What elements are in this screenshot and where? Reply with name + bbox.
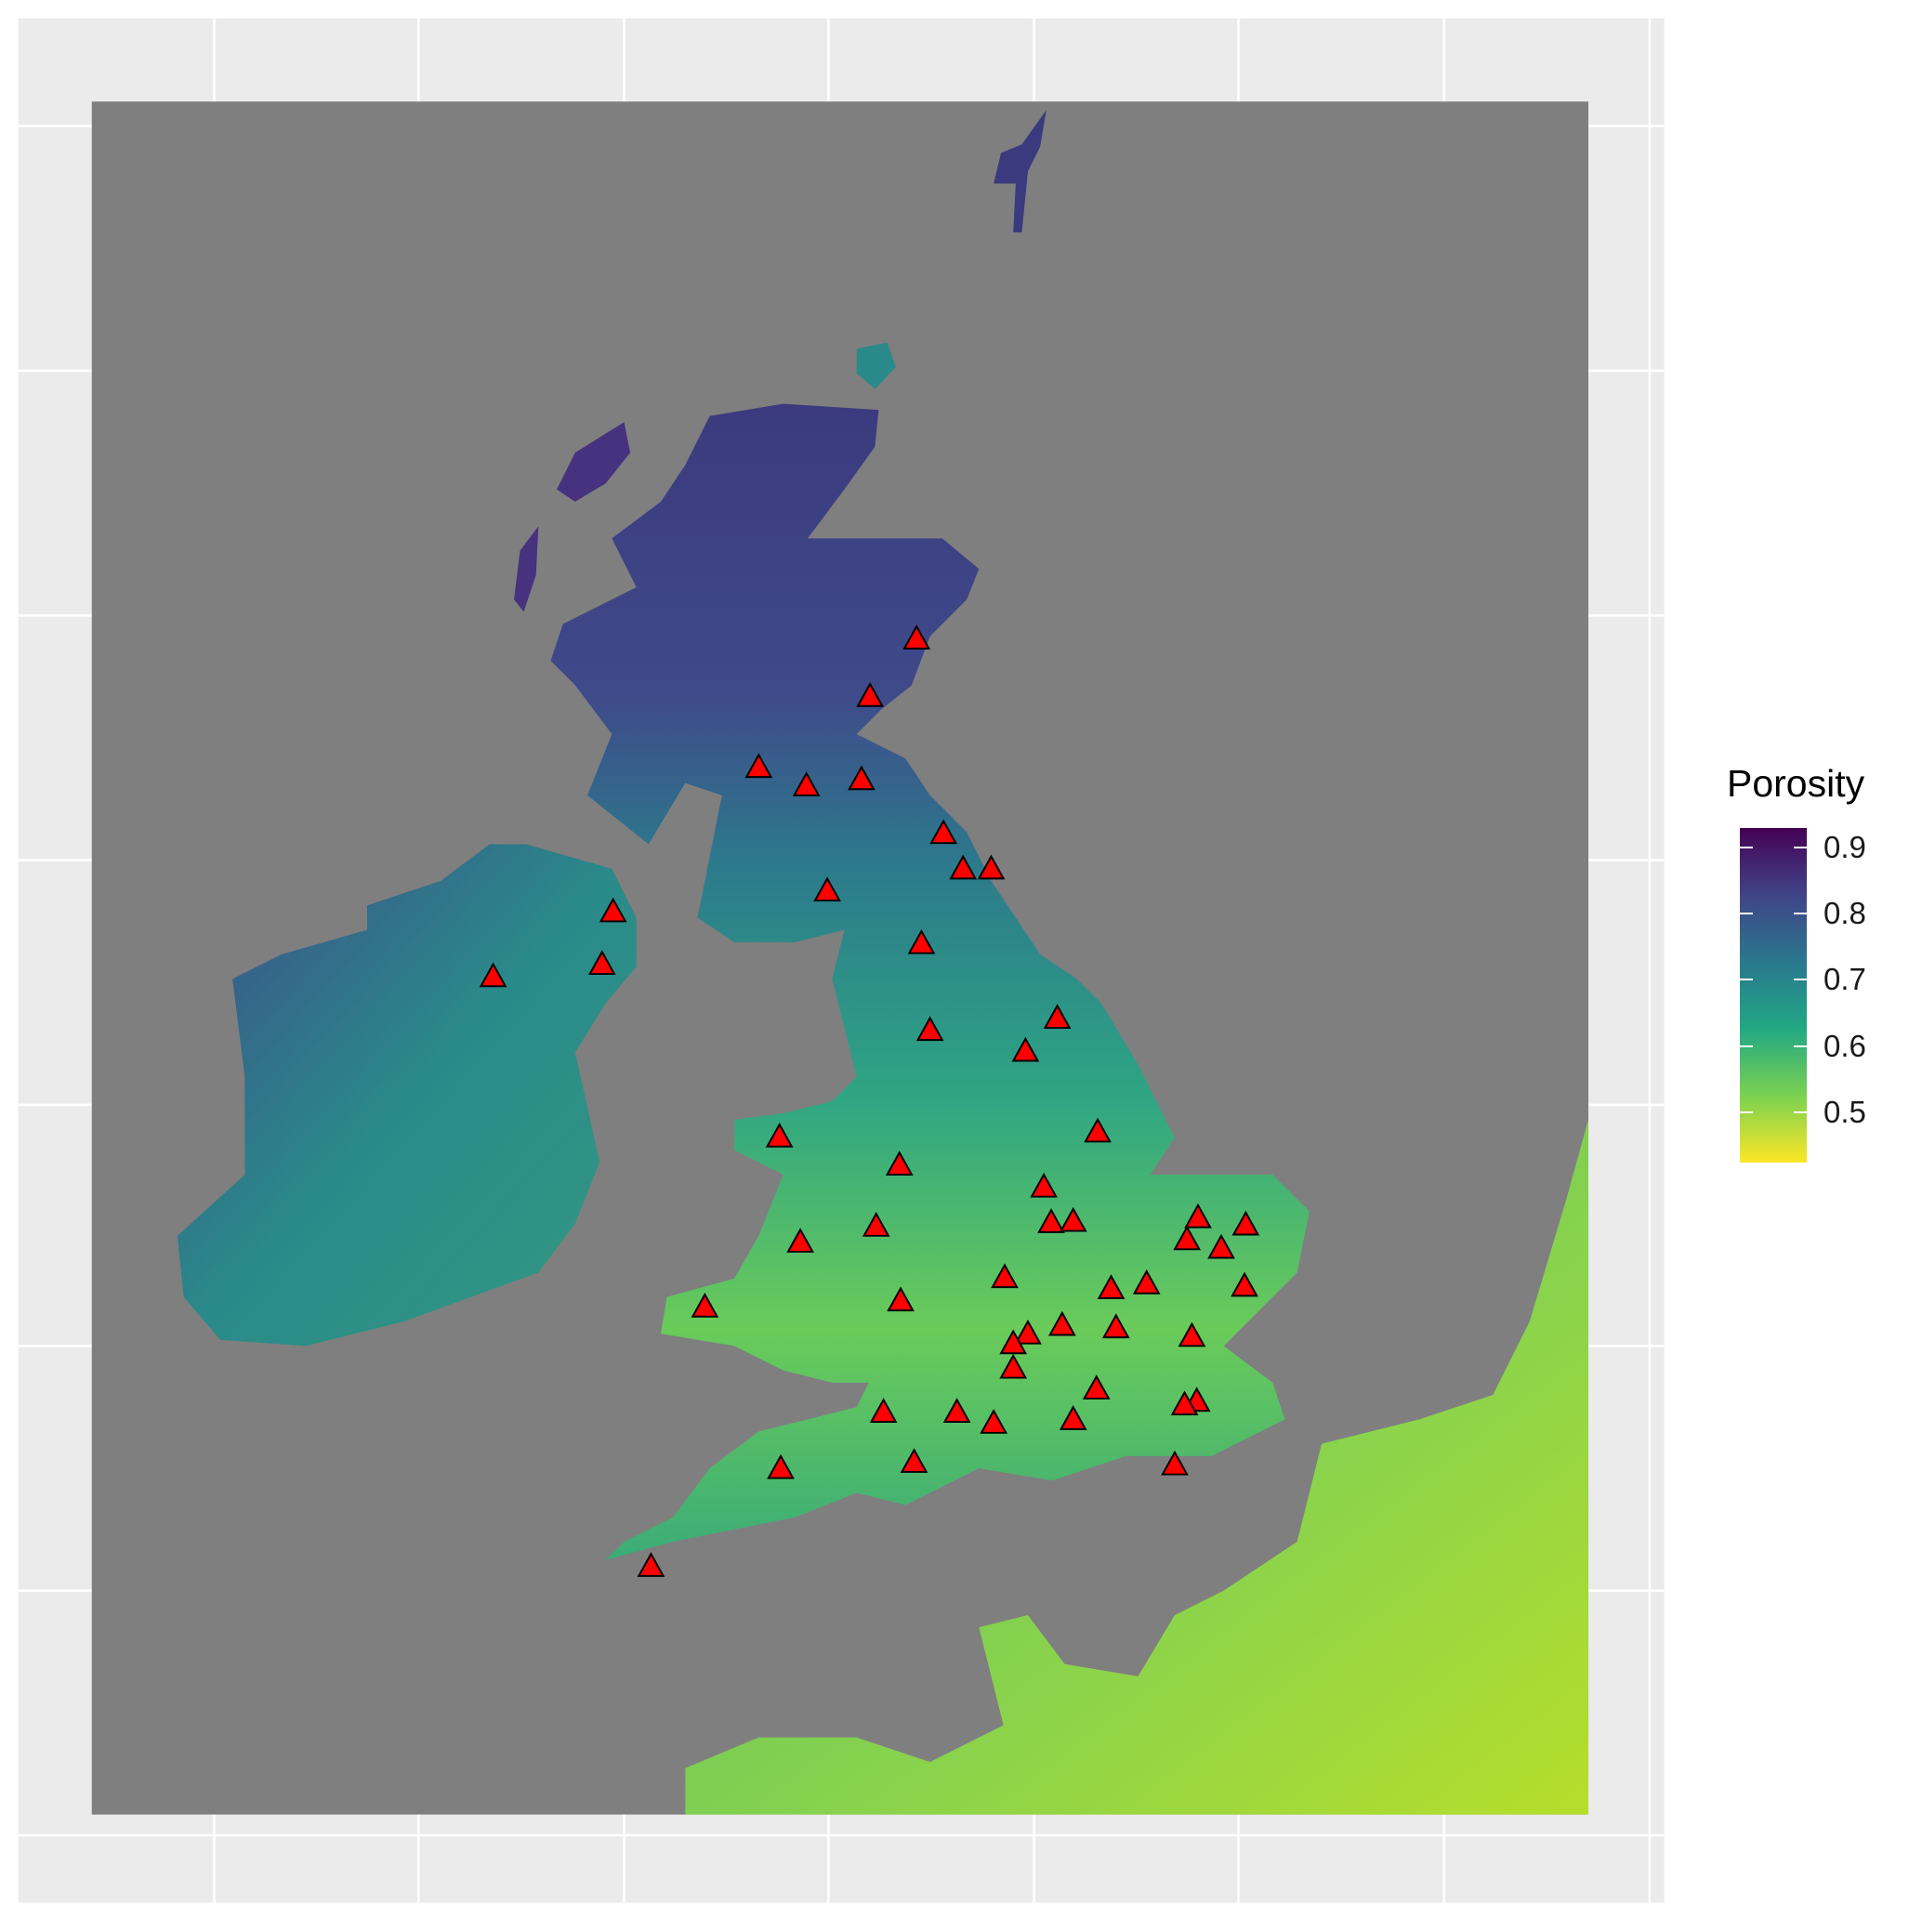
- station-marker-triangle: [907, 928, 936, 954]
- station-marker-triangle: [813, 876, 841, 902]
- legend-tick-mark: [1794, 979, 1807, 981]
- land-great-britain: [550, 403, 1310, 1560]
- station-marker-triangle: [991, 1263, 1019, 1289]
- station-marker-triangle: [1101, 1313, 1130, 1339]
- station-marker-triangle: [856, 681, 884, 707]
- station-marker-triangle: [637, 1552, 665, 1577]
- station-marker-triangle: [999, 1353, 1028, 1379]
- station-markers: [479, 624, 1260, 1577]
- station-marker-triangle: [599, 897, 627, 923]
- station-marker-triangle: [869, 1398, 898, 1423]
- land-europe: [685, 1119, 1589, 1815]
- legend-tick-mark: [1794, 1111, 1807, 1113]
- legend-tick-label: 0.7: [1823, 962, 1866, 997]
- land-ireland: [177, 844, 637, 1347]
- station-marker-triangle: [1082, 1374, 1111, 1400]
- station-marker-triangle: [792, 771, 821, 796]
- station-marker-triangle: [479, 962, 507, 988]
- station-marker-triangle: [786, 1228, 814, 1253]
- station-marker-triangle: [1173, 1225, 1202, 1251]
- station-marker-triangle: [1132, 1268, 1161, 1295]
- station-marker-triangle: [1048, 1310, 1076, 1336]
- legend-tick-label: 0.9: [1823, 829, 1866, 864]
- station-marker-triangle: [1030, 1172, 1058, 1198]
- station-marker-triangle: [887, 1286, 915, 1312]
- station-marker-triangle: [980, 1409, 1007, 1434]
- station-marker-triangle: [949, 854, 978, 880]
- land-shetland: [994, 110, 1047, 233]
- station-marker-triangle: [915, 1016, 944, 1042]
- legend-tick-label: 0.5: [1823, 1094, 1866, 1129]
- legend-tick-mark: [1794, 846, 1807, 848]
- station-marker-triangle: [765, 1122, 794, 1148]
- legend-tick-label: 0.6: [1823, 1028, 1866, 1063]
- station-marker-triangle: [1043, 1004, 1072, 1029]
- station-marker-triangle: [900, 1448, 928, 1473]
- station-marker-triangle: [1037, 1208, 1065, 1233]
- station-marker-triangle: [587, 950, 616, 976]
- station-marker-triangle: [848, 765, 876, 791]
- station-marker-triangle: [1170, 1390, 1199, 1416]
- legend-tick-mark: [1740, 912, 1753, 914]
- station-marker-triangle: [691, 1292, 719, 1318]
- legend-tick-mark: [1740, 1111, 1753, 1113]
- legend-tick-label: 0.8: [1823, 895, 1866, 930]
- station-marker-triangle: [1207, 1233, 1235, 1259]
- land-orkney: [856, 342, 896, 389]
- station-marker-triangle: [885, 1150, 914, 1176]
- station-marker-triangle: [977, 854, 1006, 880]
- land-outer-hebrides: [557, 422, 631, 502]
- station-marker-triangle: [929, 819, 957, 845]
- legend-tick-mark: [1740, 1045, 1753, 1047]
- station-marker-triangle: [1231, 1271, 1258, 1297]
- land-hebrides-south: [514, 526, 539, 612]
- station-marker-triangle: [999, 1329, 1028, 1355]
- station-marker-triangle: [1231, 1210, 1260, 1236]
- station-marker-triangle: [744, 753, 773, 779]
- station-marker-triangle: [1178, 1321, 1206, 1347]
- station-marker-triangle: [1161, 1450, 1189, 1476]
- station-marker-triangle: [862, 1212, 890, 1237]
- station-marker-triangle: [1014, 1319, 1042, 1345]
- legend-tick-mark: [1794, 912, 1807, 914]
- legend-tick-mark: [1740, 846, 1753, 848]
- station-marker-triangle: [1184, 1203, 1212, 1229]
- legend-title: Porosity: [1727, 762, 1865, 805]
- station-marker-triangle: [902, 624, 931, 650]
- station-marker-triangle: [767, 1453, 795, 1479]
- legend-tick-mark: [1740, 979, 1753, 981]
- station-marker-triangle: [1097, 1274, 1126, 1299]
- station-marker-triangle: [1059, 1206, 1087, 1232]
- station-marker-triangle: [1011, 1036, 1040, 1062]
- station-marker-triangle: [942, 1398, 971, 1423]
- legend-colorbar: [1740, 828, 1807, 1163]
- legend-tick-mark: [1794, 1045, 1807, 1047]
- station-marker-triangle: [1084, 1117, 1112, 1143]
- station-marker-triangle: [1059, 1405, 1087, 1430]
